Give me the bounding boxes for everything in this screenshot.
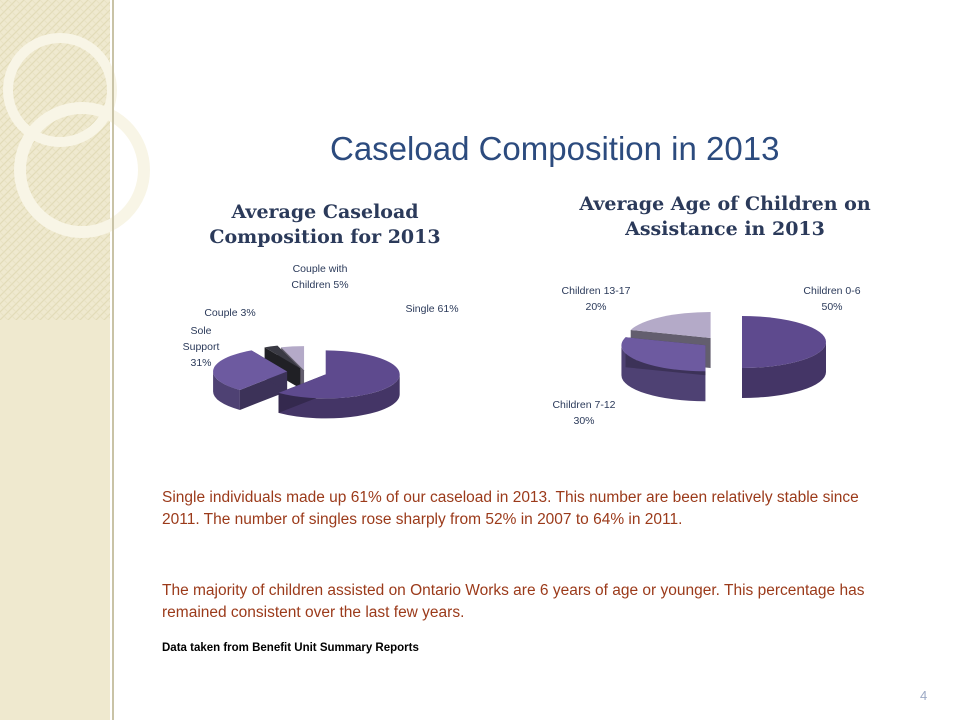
chart-2-title: Average Age of Children on Assistance in… [579, 193, 871, 240]
data-label-couple-with-children: Couple with Children 5% [291, 263, 349, 291]
pie-slice-wall-single [278, 374, 400, 419]
pie-slice-single [278, 350, 400, 399]
pie-slice-children-0-6 [742, 316, 826, 368]
source-note: Data taken from Benefit Unit Summary Rep… [162, 642, 419, 654]
pie-slice-wall-children-7-12 [621, 345, 706, 402]
data-label-children-7-12: Children 7-12 30% [552, 399, 616, 427]
data-label-children-0-6: Children 0-6 50% [803, 285, 861, 313]
decorative-rings [0, 0, 150, 320]
pie-slice-couple [264, 345, 301, 369]
data-label-children-13-17: Children 13-17 20% [561, 285, 631, 313]
slide-title: Caseload Composition in 2013 [330, 130, 780, 167]
page-number: 4 [920, 688, 928, 703]
paragraph-children: The majority of children assisted on Ont… [162, 582, 865, 622]
data-label-couple: Couple 3% [204, 307, 256, 319]
sidebar-divider [112, 0, 114, 720]
data-label-single: Single 61% [405, 303, 459, 315]
pie-slice-sole-support [213, 350, 288, 390]
pie-slice-children-13-17 [630, 311, 711, 338]
decorative-ring [14, 102, 150, 238]
pie-slice-children-7-12 [621, 337, 706, 372]
pie-slice-couple-with-children [281, 346, 305, 371]
pie-slice-wall-children-0-6 [742, 342, 826, 398]
chart-1-title: Average Caseload Composition for 2013 [209, 201, 441, 248]
decorative-sidebar [0, 0, 150, 720]
pie-chart-children-age [621, 311, 826, 402]
paragraph-singles: Single individuals made up 61% of our ca… [162, 489, 859, 529]
pie-chart-caseload [213, 345, 400, 419]
pie-slice-wall-sole-support [213, 371, 240, 410]
data-label-sole-support: Sole Support 31% [182, 325, 220, 369]
